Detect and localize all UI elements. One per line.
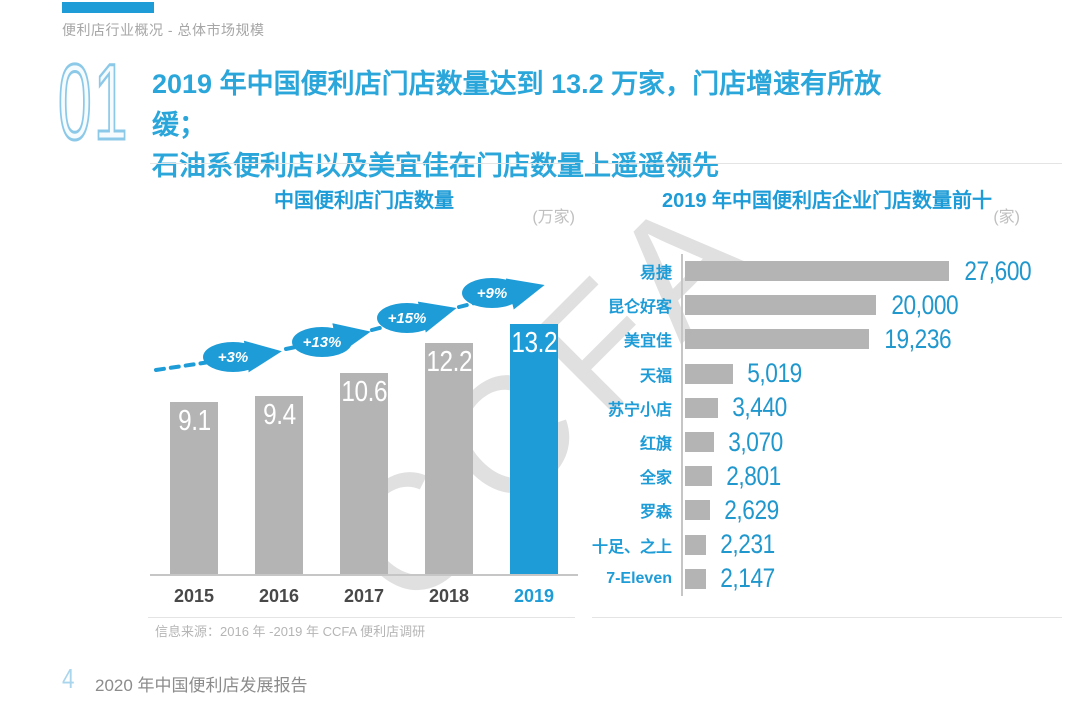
company-value-label: 2,231: [720, 529, 775, 560]
hbar-chart-top10-companies: 易捷 27,600 昆仑好客 20,000 美宜佳 19,236 天福 5,019 苏宁小店 3,…: [592, 254, 1062, 596]
section-number: 01: [57, 41, 130, 162]
company-row-5: 苏宁小店 3,440: [592, 391, 1062, 425]
company-row-7: 全家 2,801: [592, 459, 1062, 493]
company-row-9: 十足、之上 2,231: [592, 528, 1062, 562]
x-tick-2015: 2015: [173, 586, 215, 606]
bar-2017: 10.6: [340, 373, 388, 574]
right-chart-unit: (家): [993, 209, 1020, 226]
company-value-label: 2,147: [720, 563, 775, 594]
company-value-label: 3,070: [728, 426, 783, 457]
company-row-6: 红旗 3,070: [592, 425, 1062, 459]
slide-headline: 2019 年中国便利店门店数量达到 13.2 万家，门店增速有所放缓； 石油系便…: [152, 64, 932, 187]
company-label: 7-Eleven: [606, 569, 672, 587]
company-label: 罗森: [639, 504, 672, 522]
company-bar: [685, 295, 876, 316]
x-tick-2019: 2019: [513, 586, 555, 606]
company-bar: [685, 397, 718, 418]
company-row-1: 易捷 27,600: [592, 254, 1062, 288]
company-label: 易捷: [639, 265, 672, 283]
column-chart-store-count: +3% +13% +15% +9% 9.1 2015 9.4 2016 10.6 2017 12.…: [150, 252, 578, 612]
bar-value-label: 9.4: [262, 399, 296, 431]
company-row-4: 天福 5,019: [592, 357, 1062, 391]
growth-badge-label: +9%: [477, 285, 507, 302]
left-chart-unit: (万家): [532, 209, 575, 226]
growth-badge: +3%: [203, 342, 263, 372]
bar-2018: 12.2: [425, 343, 473, 574]
y-axis-line: [681, 254, 683, 596]
company-row-10: 7-Eleven 2,147: [592, 562, 1062, 596]
growth-badge-label: +3%: [218, 349, 248, 366]
company-value-label: 5,019: [747, 358, 802, 389]
company-bar: [685, 261, 949, 282]
company-bar: [685, 363, 733, 384]
growth-trend-arrow: +3% +13% +15% +9%: [154, 278, 545, 373]
company-bar: [685, 568, 706, 589]
company-row-3: 美宜佳 19,236: [592, 322, 1062, 356]
company-bar: [685, 329, 869, 350]
footer-report-title: 2020 年中国便利店发展报告: [95, 676, 308, 695]
growth-badge-label: +13%: [303, 334, 342, 351]
breadcrumb: 便利店行业概况 - 总体市场规模: [62, 22, 265, 38]
company-bar: [685, 500, 710, 521]
bar-2016: 9.4: [255, 396, 303, 574]
bar-2019: 13.2: [510, 324, 558, 574]
right-panel-bottom-border: [592, 617, 1062, 618]
company-row-8: 罗森 2,629: [592, 493, 1062, 527]
headline-line-2: 石油系便利店以及美宜佳在门店数量上遥遥领先: [152, 151, 719, 181]
company-bar: [685, 534, 706, 555]
company-label: 苏宁小店: [607, 401, 672, 419]
left-chart-title: 中国便利店门店数量: [274, 190, 454, 212]
x-tick-2018: 2018: [428, 586, 470, 606]
bar-value-label: 12.2: [426, 346, 472, 378]
company-value-label: 2,801: [726, 460, 781, 491]
company-value-label: 2,629: [724, 494, 779, 525]
company-value-label: 3,440: [732, 392, 787, 423]
company-value-label: 20,000: [891, 289, 959, 320]
company-label: 天福: [639, 367, 672, 385]
company-value-label: 27,600: [964, 255, 1032, 286]
left-panel-top-border: [150, 163, 575, 164]
company-row-2: 昆仑好客 20,000: [592, 288, 1062, 322]
company-label: 昆仑好客: [607, 299, 672, 317]
bar-value-label: 10.6: [341, 376, 387, 408]
left-panel-bottom-border: [148, 617, 575, 618]
right-panel-top-border: [592, 163, 1062, 164]
growth-badge: +13%: [292, 327, 352, 357]
page-number: 4: [62, 663, 75, 694]
company-label: 十足、之上: [592, 538, 673, 556]
company-label: 红旗: [639, 436, 672, 454]
company-bar: [685, 432, 714, 453]
headline-line-1: 2019 年中国便利店门店数量达到 13.2 万家，门店增速有所放缓；: [152, 69, 882, 140]
source-note: 信息来源：2016 年 -2019 年 CCFA 便利店调研: [155, 624, 426, 639]
company-value-label: 19,236: [884, 323, 952, 354]
x-tick-2016: 2016: [258, 586, 300, 606]
growth-badge-label: +15%: [388, 310, 427, 327]
company-label: 全家: [639, 470, 672, 488]
growth-badge: +15%: [377, 303, 437, 333]
bar-value-label: 9.1: [177, 405, 211, 437]
company-label: 美宜佳: [623, 333, 672, 351]
bar-2015: 9.1: [170, 402, 218, 574]
accent-bar: [62, 2, 154, 13]
bar-value-label: 13.2: [511, 327, 557, 359]
right-chart-title: 2019 年中国便利店企业门店数量前十: [661, 190, 993, 212]
x-tick-2017: 2017: [343, 586, 385, 606]
growth-badge: +9%: [462, 278, 522, 308]
x-axis-line: [150, 574, 578, 576]
company-bar: [685, 466, 712, 487]
